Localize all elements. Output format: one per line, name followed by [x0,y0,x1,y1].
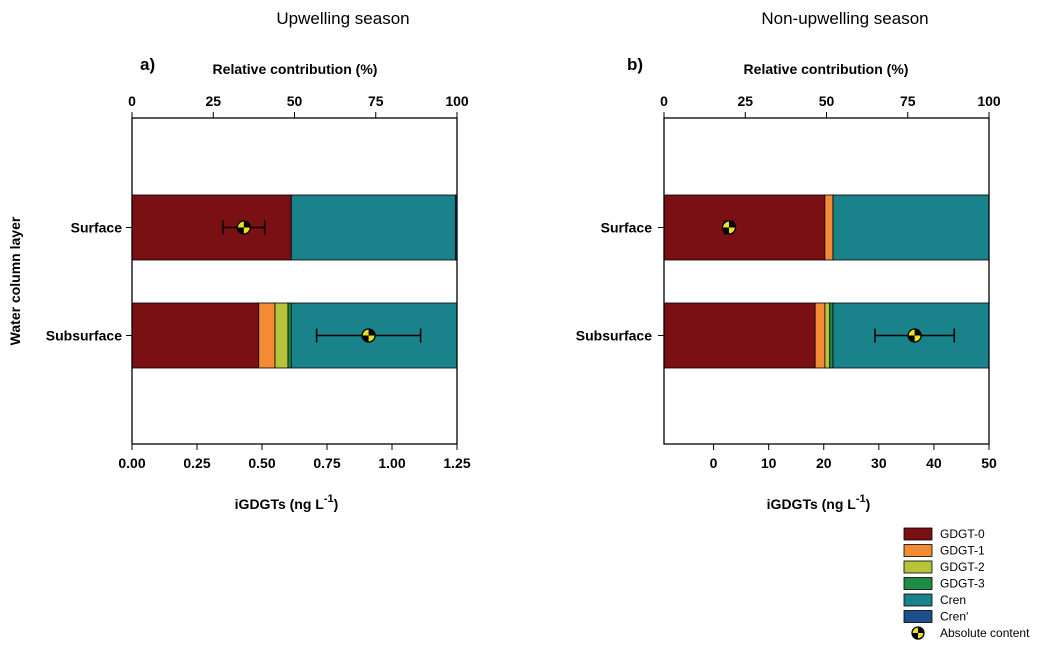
marker-quadrant [362,335,369,342]
top-tick-label: 75 [900,93,916,109]
top-axis-label: Relative contribution (%) [213,61,378,77]
bottom-tick-label: 10 [761,455,777,471]
bar-segment-gdgt2 [824,302,831,369]
legend-label: Cren [940,593,966,607]
bar-segment-gdgt0 [131,302,260,369]
legend-marker [911,626,925,640]
bar-segment-gdgt3 [829,302,834,369]
top-tick-label: 75 [368,93,384,109]
bottom-axis-label-sup: -1 [856,493,866,505]
bottom-axis-label: iGDGTs (ng L-1) [767,493,871,512]
marker-quadrant [918,627,924,633]
legend-swatch-cren [903,610,933,623]
bottom-axis-label-end: ) [866,496,871,512]
bottom-axis-label-main: iGDGTs (ng L [767,496,857,512]
bottom-tick-label: 50 [981,455,997,471]
panel-label: b) [627,55,643,74]
bottom-axis-label: iGDGTs (ng L-1) [235,493,339,512]
legend-label: GDGT-2 [940,560,985,574]
bottom-tick-label: 0.75 [313,455,340,471]
bottom-tick-label: 40 [926,455,942,471]
bar-segment-gdgt1 [814,302,826,369]
y-axis-label: Water column layer [7,216,23,345]
marker-quadrant [237,227,244,234]
bar-segment-gdgt1 [258,302,276,369]
bottom-tick-label: 1.25 [443,455,470,471]
bar-segment-gdgt3 [287,302,292,369]
legend-swatch-gdgt0 [903,527,933,541]
marker-quadrant [368,329,376,336]
legend-swatch-cren [903,593,933,607]
category-label: Subsurface [576,328,652,344]
marker-quadrant [722,227,729,234]
legend-swatch-gdgt2 [903,560,933,574]
marker-quadrant [243,221,251,228]
bottom-tick-label: 0.25 [183,455,210,471]
legend-swatch-gdgt3 [903,577,933,590]
absolute-content-marker [721,220,737,235]
legend-label: GDGT-1 [940,544,985,558]
legend-label: Absolute content [940,626,1030,640]
top-tick-label: 0 [660,93,668,109]
legend-label: GDGT-0 [940,527,985,541]
bottom-tick-label: 0.50 [248,455,275,471]
plot-frame [131,117,458,445]
marker-quadrant [912,633,918,639]
top-tick-label: 50 [819,93,835,109]
bottom-tick-label: 1.00 [378,455,405,471]
chart-title: Upwelling season [276,9,409,28]
marker-quadrant [914,329,922,336]
top-tick-label: 100 [977,93,1001,109]
top-axis-label: Relative contribution (%) [744,61,909,77]
bottom-tick-label: 20 [816,455,832,471]
absolute-content-marker [907,328,922,343]
top-tick-label: 25 [205,93,221,109]
legend-label: Cren' [940,610,968,624]
chart-title: Non-upwelling season [761,9,928,28]
absolute-content-marker [361,328,376,343]
bar-segment-gdgt2 [274,302,289,369]
bar-segment-gdgt0 [131,194,292,261]
bar-segment-cren [290,194,456,261]
absolute-content-marker [236,220,251,235]
legend-label: GDGT-3 [940,577,985,591]
bottom-tick-label: 0 [710,455,718,471]
bar-segment-gdgt1 [824,194,834,261]
category-label: Subsurface [46,328,122,344]
bottom-axis-label-end: ) [334,496,339,512]
category-label: Surface [71,220,123,236]
bar-segment-cren [832,194,990,261]
bottom-axis-label-sup: -1 [324,493,334,505]
top-tick-label: 100 [445,93,469,109]
top-tick-label: 25 [737,93,753,109]
plot-frame [663,117,990,445]
legend-swatch-gdgt1 [903,544,933,557]
bar-segment-gdgt0 [663,194,826,261]
bottom-tick-label: 30 [871,455,887,471]
top-tick-label: 0 [128,93,136,109]
panel-label: a) [140,55,155,74]
bar-segment-gdgt0 [663,302,816,369]
marker-quadrant [729,221,736,228]
bottom-tick-label: 0.00 [118,455,145,471]
category-label: Surface [601,220,653,236]
marker-quadrant [908,335,915,342]
bottom-axis-label-main: iGDGTs (ng L [235,496,325,512]
top-tick-label: 50 [287,93,303,109]
